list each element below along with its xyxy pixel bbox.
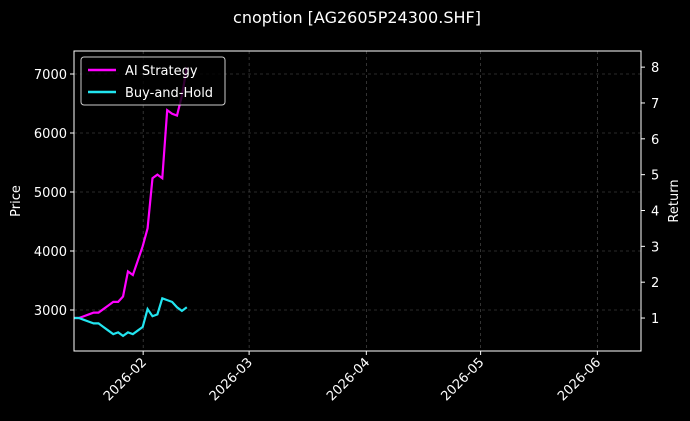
legend-label: AI Strategy <box>125 64 198 79</box>
y-tick-label: 3000 <box>34 304 67 319</box>
line-series <box>74 66 188 320</box>
x-tick-label: 2026-02 <box>101 355 150 404</box>
y2-tick-label: 7 <box>651 97 659 112</box>
plot-frame <box>73 50 642 352</box>
y2-tick-label: 6 <box>651 133 659 148</box>
x-tick-label: 2026-06 <box>555 355 604 404</box>
x-tick-label: 2026-03 <box>207 355 256 404</box>
y-tick-label: 6000 <box>34 127 67 142</box>
y2-tick-label: 3 <box>651 240 659 255</box>
y2-tick-label: 5 <box>651 169 659 184</box>
plot-lines <box>74 66 188 338</box>
y-tick-label: 5000 <box>34 186 67 201</box>
y-tick-label: 4000 <box>34 245 67 260</box>
line-series <box>74 296 188 338</box>
y-axis-label: Price <box>9 185 24 217</box>
legend-label: Buy-and-Hold <box>125 86 213 101</box>
y2-tick-label: 8 <box>651 61 659 76</box>
y-tick-label: 7000 <box>34 68 67 83</box>
chart-title: cnoption [AG2605P24300.SHF] <box>233 8 481 27</box>
y2-tick-label: 4 <box>651 204 659 219</box>
y2-axis-label: Return <box>667 179 682 222</box>
y2-tick-label: 2 <box>651 276 659 291</box>
x-tick-label: 2026-05 <box>438 355 487 404</box>
y2-tick-label: 1 <box>651 312 659 327</box>
x-tick-label: 2026-04 <box>324 355 373 404</box>
legend-box <box>80 56 226 106</box>
